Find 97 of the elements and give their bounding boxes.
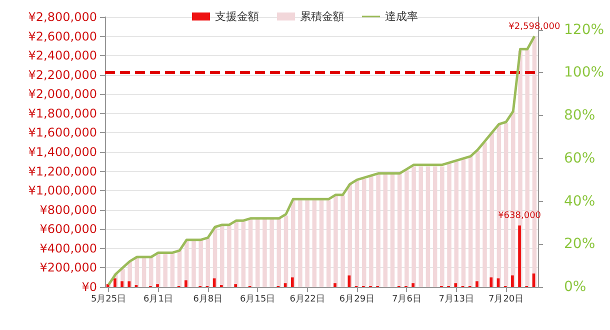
legend-label: 累積金額 <box>300 10 344 23</box>
bar <box>142 258 146 287</box>
bar <box>468 156 473 287</box>
y2-tick-label: 20% <box>564 236 596 252</box>
y2-tick-label: 40% <box>564 193 596 210</box>
bar <box>490 132 494 287</box>
bar <box>440 166 444 287</box>
bar <box>432 166 438 287</box>
y2-tick-label: 80% <box>564 108 596 124</box>
bar <box>206 238 210 287</box>
y-tick-label: ¥600,000 <box>40 222 97 236</box>
x-tick-label: 6月1日 <box>144 294 173 304</box>
x-tick-label: 6月22日 <box>290 294 325 304</box>
bar <box>490 277 493 287</box>
y-tick-label: ¥800,000 <box>40 202 97 217</box>
y-tick-label: ¥1,400,000 <box>28 145 97 159</box>
y-tick-label: ¥0 <box>82 280 97 294</box>
bar <box>334 283 336 287</box>
x-tick-label: 7月6日 <box>392 294 422 304</box>
x-tick-label: 7月13日 <box>438 294 474 304</box>
bar <box>426 166 430 287</box>
bar <box>454 283 458 287</box>
bar <box>511 275 514 287</box>
bar <box>461 158 466 287</box>
y-tick-label: ¥1,800,000 <box>28 106 97 120</box>
x-tick-label: 6月29日 <box>339 294 375 304</box>
bar <box>241 220 246 287</box>
bar <box>198 238 203 287</box>
bar <box>397 172 402 287</box>
bar <box>447 164 452 287</box>
y2-tick-label: 120% <box>564 22 604 38</box>
bar <box>412 283 414 287</box>
bar <box>326 200 331 287</box>
bar <box>284 216 288 287</box>
bar <box>177 249 182 287</box>
bar <box>376 174 380 287</box>
bar <box>234 284 238 287</box>
bar <box>220 225 224 287</box>
bar <box>163 252 168 287</box>
y-tick-label: ¥2,200,000 <box>28 68 97 82</box>
bar <box>305 200 310 287</box>
y2-tick-label: 100% <box>564 64 604 81</box>
bar <box>412 166 416 287</box>
bar <box>298 200 302 287</box>
bar <box>482 142 487 287</box>
bar <box>170 252 175 287</box>
data-label: ¥638,000 <box>498 210 542 221</box>
y-tick-label: ¥1,000,000 <box>28 184 97 198</box>
x-tick-label: 6月8日 <box>193 294 223 304</box>
bar <box>454 162 458 287</box>
bar <box>234 220 238 287</box>
bar <box>276 218 282 287</box>
y-tick-label: ¥2,400,000 <box>28 48 97 63</box>
y-tick-label: ¥2,600,000 <box>28 29 97 44</box>
bar <box>418 166 424 287</box>
x-tick-label: 6月15日 <box>240 294 276 304</box>
y-tick-label: ¥200,000 <box>40 260 97 275</box>
legend-label: 達成率 <box>385 10 418 23</box>
bar <box>334 195 338 287</box>
bar <box>383 174 388 287</box>
bar <box>114 278 116 287</box>
bar <box>476 151 480 287</box>
bar <box>390 174 395 287</box>
bar <box>312 200 317 287</box>
bar <box>227 225 232 287</box>
y-tick-label: ¥1,200,000 <box>28 164 97 178</box>
bar <box>290 277 294 287</box>
bar <box>184 280 188 287</box>
x-tick-label: 5月25日 <box>90 294 126 304</box>
data-label: ¥2,598,000 <box>508 22 560 32</box>
bar <box>192 240 196 287</box>
y2-tick-label: 60% <box>564 150 596 166</box>
bar <box>255 218 260 287</box>
bar <box>270 218 274 287</box>
y-tick-label: ¥2,000,000 <box>28 87 97 102</box>
bar <box>362 179 366 287</box>
bar <box>404 170 409 287</box>
bar <box>149 257 154 287</box>
bar <box>248 218 253 287</box>
y-tick-label: ¥400,000 <box>40 241 97 256</box>
bar <box>128 281 131 287</box>
bar <box>340 195 345 287</box>
bar <box>319 200 324 287</box>
bar <box>476 281 478 287</box>
legend-label: 支援金額 <box>215 10 259 23</box>
bar <box>120 281 124 287</box>
bar <box>262 218 267 287</box>
x-tick-label: 7月20日 <box>488 294 524 304</box>
y-tick-label: ¥1,600,000 <box>28 126 97 140</box>
bar <box>369 176 374 287</box>
y2-tick-label: 0% <box>564 279 586 295</box>
bar <box>354 180 360 287</box>
bar <box>284 283 287 287</box>
y-tick-label: ¥2,800,000 <box>28 10 97 24</box>
bar <box>518 225 521 287</box>
bar <box>156 284 159 287</box>
bar <box>134 258 140 287</box>
